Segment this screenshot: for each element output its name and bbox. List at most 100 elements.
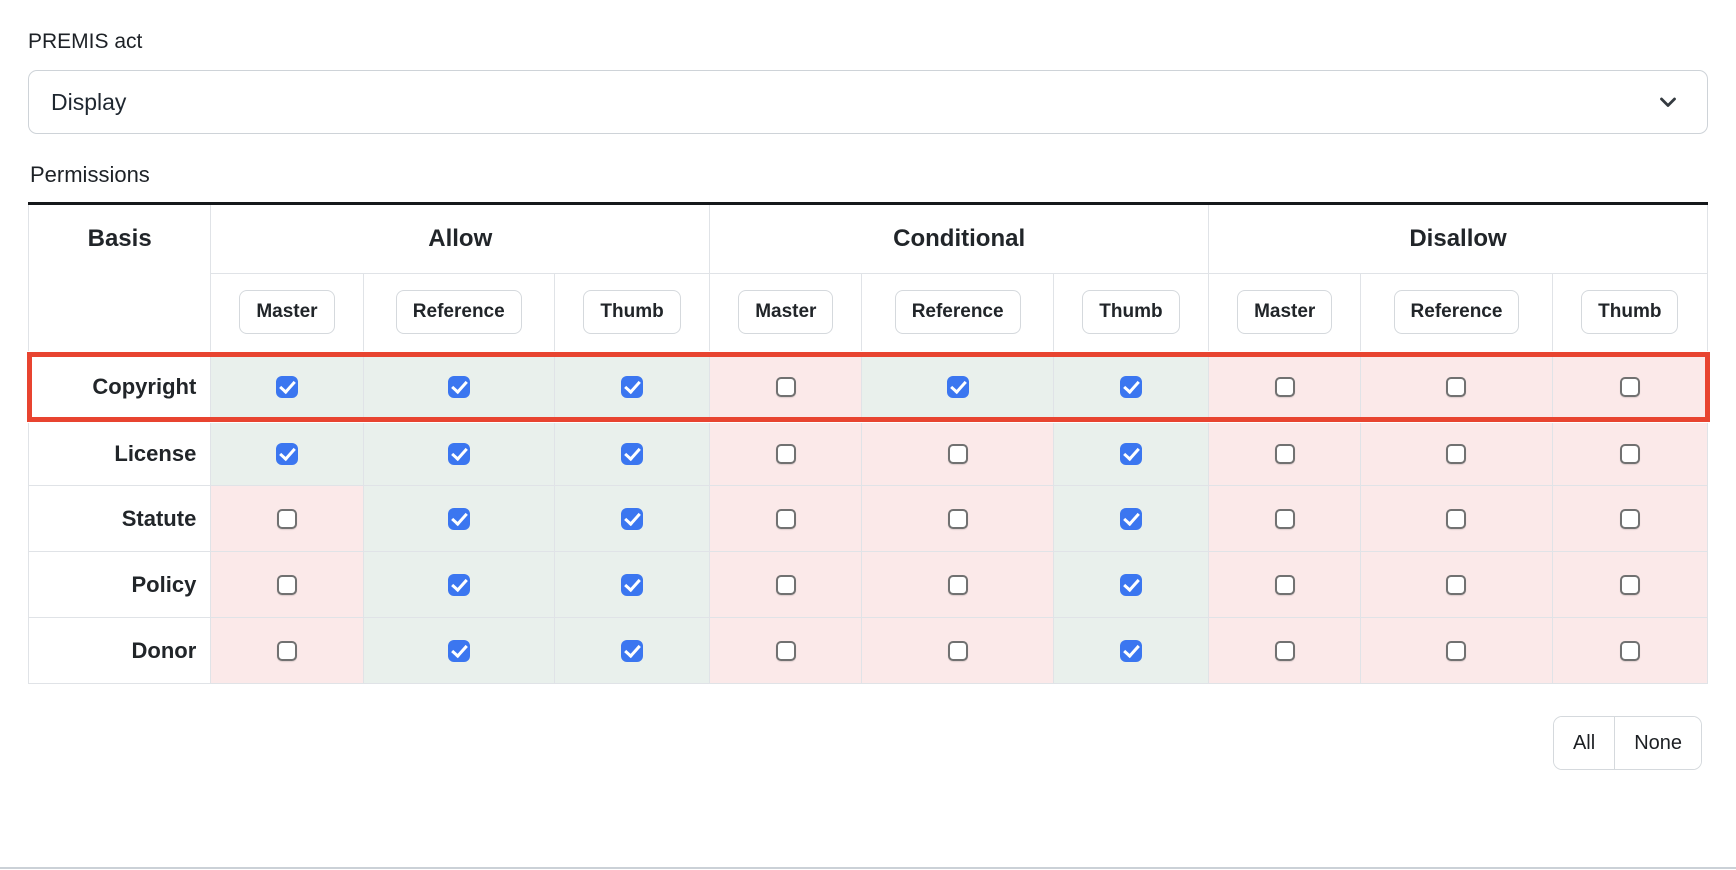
checkbox-copyright-disallow-master[interactable]: [1274, 376, 1295, 397]
permission-cell-statute-disallow-reference: [1360, 485, 1553, 552]
permission-cell-copyright-allow-thumb: [553, 350, 711, 423]
permission-cell-statute-disallow-thumb: [1551, 485, 1709, 552]
checkbox-policy-allow-reference[interactable]: [447, 573, 470, 596]
permission-cell-donor-conditional-thumb: [1052, 617, 1210, 684]
permission-cell-statute-allow-thumb: [553, 485, 711, 552]
checkbox-donor-conditional-reference[interactable]: [947, 640, 968, 661]
permission-cell-policy-disallow-reference: [1360, 551, 1553, 618]
column-button-allow-thumb[interactable]: Thumb: [583, 290, 681, 335]
permission-cell-policy-disallow-master: [1208, 551, 1362, 618]
checkbox-license-conditional-reference[interactable]: [947, 443, 968, 464]
permission-cell-license-disallow-reference: [1360, 419, 1553, 486]
checkbox-donor-allow-thumb[interactable]: [621, 639, 644, 662]
subcolumn-header-conditional-master: Master: [709, 273, 863, 354]
column-button-disallow-reference[interactable]: Reference: [1393, 290, 1520, 335]
select-none-button[interactable]: None: [1614, 717, 1701, 769]
checkbox-copyright-allow-thumb[interactable]: [621, 375, 644, 398]
column-button-conditional-reference[interactable]: Reference: [894, 290, 1021, 335]
premis-act-selected-value: Display: [51, 88, 127, 115]
checkbox-license-allow-master[interactable]: [275, 442, 298, 465]
permission-cell-policy-conditional-thumb: [1052, 551, 1210, 618]
checkbox-donor-allow-master[interactable]: [276, 640, 297, 661]
bulk-actions: All None: [28, 716, 1708, 770]
permission-cell-license-allow-thumb: [553, 419, 711, 486]
checkbox-statute-disallow-thumb[interactable]: [1619, 508, 1640, 529]
select-all-button[interactable]: All: [1553, 717, 1615, 769]
checkbox-statute-allow-master[interactable]: [276, 508, 297, 529]
subcolumn-header-allow-master: Master: [210, 273, 364, 354]
checkbox-policy-disallow-reference[interactable]: [1446, 574, 1467, 595]
checkbox-copyright-conditional-reference[interactable]: [946, 375, 969, 398]
checkbox-license-allow-thumb[interactable]: [621, 442, 644, 465]
permission-cell-statute-conditional-reference: [861, 485, 1054, 552]
checkbox-copyright-allow-master[interactable]: [275, 375, 298, 398]
permission-cell-license-conditional-reference: [861, 419, 1054, 486]
checkbox-policy-conditional-reference[interactable]: [947, 574, 968, 595]
column-button-disallow-master[interactable]: Master: [1237, 290, 1333, 335]
checkbox-copyright-disallow-thumb[interactable]: [1619, 376, 1640, 397]
permissions-table: Basis Allow Conditional Disallow Master R…: [26, 202, 1710, 684]
permission-row-copyright: Copyright: [26, 350, 1710, 423]
checkbox-license-disallow-reference[interactable]: [1446, 443, 1467, 464]
permission-cell-statute-allow-master: [210, 485, 364, 552]
checkbox-copyright-conditional-thumb[interactable]: [1119, 375, 1142, 398]
checkbox-license-conditional-thumb[interactable]: [1119, 442, 1142, 465]
checkbox-statute-allow-thumb[interactable]: [621, 507, 644, 530]
checkbox-donor-conditional-thumb[interactable]: [1119, 639, 1142, 662]
checkbox-donor-disallow-thumb[interactable]: [1619, 640, 1640, 661]
column-button-conditional-thumb[interactable]: Thumb: [1082, 290, 1180, 335]
checkbox-statute-conditional-master[interactable]: [775, 508, 796, 529]
premis-act-label: PREMIS act: [28, 30, 143, 53]
subcolumn-header-allow-reference: Reference: [362, 273, 555, 354]
checkbox-copyright-allow-reference[interactable]: [447, 375, 470, 398]
subcolumn-header-disallow-master: Master: [1208, 273, 1362, 354]
row-label-statute: Statute: [27, 485, 212, 552]
row-label-donor: Donor: [27, 617, 212, 684]
checkbox-donor-disallow-master[interactable]: [1274, 640, 1295, 661]
premis-act-select[interactable]: Display: [28, 70, 1708, 134]
permission-cell-license-allow-master: [210, 419, 364, 486]
group-header-allow: Allow: [210, 203, 711, 274]
checkbox-policy-disallow-master[interactable]: [1274, 574, 1295, 595]
row-label-copyright: Copyright: [27, 350, 212, 423]
row-label-license: License: [27, 419, 212, 486]
checkbox-copyright-conditional-master[interactable]: [775, 376, 796, 397]
permission-cell-statute-conditional-thumb: [1052, 485, 1210, 552]
subcolumn-header-conditional-thumb: Thumb: [1052, 273, 1210, 354]
all-none-button-group: All None: [1552, 716, 1702, 770]
permission-cell-license-allow-reference: [362, 419, 555, 486]
subcolumn-header-conditional-reference: Reference: [861, 273, 1054, 354]
subcolumn-header-disallow-reference: Reference: [1360, 273, 1553, 354]
permission-cell-donor-conditional-master: [709, 617, 863, 684]
checkbox-license-disallow-master[interactable]: [1274, 443, 1295, 464]
checkbox-statute-conditional-thumb[interactable]: [1119, 507, 1142, 530]
checkbox-statute-disallow-master[interactable]: [1274, 508, 1295, 529]
checkbox-license-disallow-thumb[interactable]: [1619, 443, 1640, 464]
permissions-section-label: Permissions: [30, 162, 150, 187]
checkbox-donor-allow-reference[interactable]: [447, 639, 470, 662]
column-button-disallow-thumb[interactable]: Thumb: [1581, 290, 1679, 335]
column-button-allow-reference[interactable]: Reference: [395, 290, 522, 335]
checkbox-policy-conditional-thumb[interactable]: [1119, 573, 1142, 596]
checkbox-statute-allow-reference[interactable]: [447, 507, 470, 530]
checkbox-donor-disallow-reference[interactable]: [1446, 640, 1467, 661]
permission-cell-license-disallow-thumb: [1551, 419, 1709, 486]
checkbox-license-allow-reference[interactable]: [447, 442, 470, 465]
checkbox-statute-conditional-reference[interactable]: [947, 508, 968, 529]
column-button-conditional-master[interactable]: Master: [738, 290, 834, 335]
permission-cell-statute-conditional-master: [709, 485, 863, 552]
checkbox-license-conditional-master[interactable]: [775, 443, 796, 464]
checkbox-policy-allow-thumb[interactable]: [621, 573, 644, 596]
permission-row-license: License: [27, 419, 1709, 486]
checkbox-copyright-disallow-reference[interactable]: [1446, 376, 1467, 397]
checkbox-policy-conditional-master[interactable]: [775, 574, 796, 595]
checkbox-donor-conditional-master[interactable]: [775, 640, 796, 661]
permission-cell-policy-allow-thumb: [553, 551, 711, 618]
permissions-form: PREMIS act Display Permissions Basis All…: [0, 0, 1736, 770]
checkbox-policy-disallow-thumb[interactable]: [1619, 574, 1640, 595]
permission-cell-policy-conditional-master: [709, 551, 863, 618]
checkbox-statute-disallow-reference[interactable]: [1446, 508, 1467, 529]
permission-cell-copyright-disallow-thumb: [1551, 350, 1709, 423]
column-button-allow-master[interactable]: Master: [239, 290, 335, 335]
checkbox-policy-allow-master[interactable]: [276, 574, 297, 595]
